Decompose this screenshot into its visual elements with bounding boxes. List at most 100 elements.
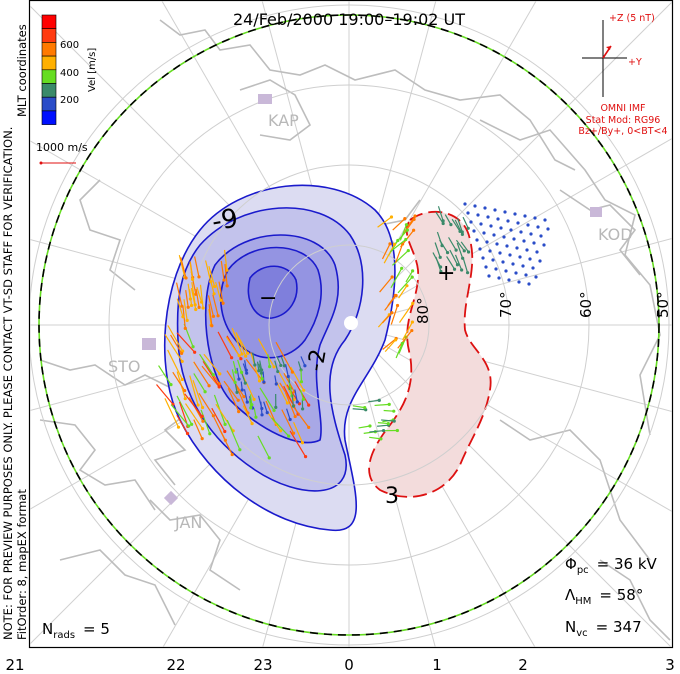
velocity-vector xyxy=(231,327,243,355)
velocity-vector xyxy=(208,304,213,326)
velocity-vector-origin xyxy=(197,305,201,309)
velocity-vector-origin xyxy=(240,388,244,392)
velocity-vector-origin xyxy=(218,372,222,376)
velocity-vector-origin xyxy=(260,413,264,417)
velocity-vector-origin xyxy=(235,390,239,394)
velocity-vector-origin xyxy=(276,369,280,374)
velocity-vector-origin xyxy=(508,253,512,257)
velocity-vector-origin xyxy=(411,301,415,305)
velocity-vector xyxy=(294,389,298,403)
velocity-vector xyxy=(176,414,189,434)
velocity-vector-origin xyxy=(243,381,247,385)
velocity-vector xyxy=(387,295,396,307)
velocity-vector-origin xyxy=(234,370,238,374)
velocity-vector xyxy=(223,380,239,401)
velocity-vector xyxy=(217,331,233,358)
velocity-vector xyxy=(170,334,183,354)
velocity-vector-origin xyxy=(460,230,464,234)
velocity-vector xyxy=(231,369,236,383)
velocity-vector-origin xyxy=(392,419,396,423)
velocity-vector-origin xyxy=(184,276,188,280)
velocity-vector xyxy=(176,395,193,425)
pole-marker xyxy=(344,316,358,330)
velocity-vector xyxy=(392,250,409,266)
velocity-vector-origin xyxy=(466,226,470,230)
velocity-vector-origin xyxy=(191,345,195,349)
velocity-vector-origin xyxy=(509,228,513,232)
latitude-circle xyxy=(108,84,590,566)
station-jan: JAN xyxy=(163,490,202,532)
velocity-vector-origin xyxy=(212,292,216,296)
velocity-vector-origin xyxy=(504,269,508,273)
velocity-vector-origin xyxy=(252,397,256,401)
velocity-vector-origin xyxy=(519,230,523,234)
velocity-vector-origin xyxy=(502,235,506,239)
velocity-vector-origin xyxy=(499,226,503,230)
velocity-vector-origin xyxy=(406,248,410,253)
scale-vector-label: 1000 m/s xyxy=(36,141,88,154)
velocity-vector xyxy=(389,239,407,253)
velocity-vector-origin xyxy=(265,411,269,415)
colorbar-bin xyxy=(41,83,57,98)
velocity-vector-origin xyxy=(230,356,234,360)
velocity-vector-origin xyxy=(488,249,492,253)
velocity-vector-origin xyxy=(201,419,205,423)
imf-y-label: +Y xyxy=(628,57,642,68)
neg-contour-5 xyxy=(247,265,298,319)
velocity-vector xyxy=(257,338,275,368)
velocity-vector xyxy=(435,211,444,224)
velocity-vector xyxy=(395,243,404,264)
velocity-vector xyxy=(405,270,414,283)
velocity-vector-origin xyxy=(287,434,291,438)
velocity-vector xyxy=(293,406,310,428)
velocity-vector-origin xyxy=(267,456,271,460)
velocity-vector xyxy=(352,408,366,411)
latitude-circle xyxy=(268,244,430,406)
velocity-vector-origin xyxy=(539,234,543,238)
velocity-vector xyxy=(369,430,384,433)
velocity-vector xyxy=(393,229,408,246)
pos-contour xyxy=(368,211,492,498)
velocity-vector xyxy=(180,257,187,279)
hm-boundary-latitude: ΛHM = 58° xyxy=(565,586,643,607)
velocity-vector xyxy=(252,352,256,366)
velocity-vector-origin xyxy=(390,275,394,279)
velocity-vector-origin xyxy=(185,318,189,322)
velocity-vector-origin xyxy=(489,224,493,228)
positive-cell xyxy=(368,211,492,498)
velocity-vector-origin xyxy=(368,424,372,428)
svg-text:KOD: KOD xyxy=(598,225,633,244)
velocity-vector-origin xyxy=(405,228,409,232)
velocity-vector-origin xyxy=(496,217,500,221)
velocity-vector-origin xyxy=(303,455,308,459)
mlt-label-3: 3 xyxy=(665,656,675,674)
velocity-vector-origin xyxy=(193,303,197,307)
velocity-vector-origin xyxy=(387,402,391,406)
velocity-vector-origin xyxy=(466,211,470,215)
colorbar-bin xyxy=(41,96,57,112)
velocity-vector-origin xyxy=(199,300,204,304)
coordinate-system-note: MLT coordinates xyxy=(15,24,29,117)
velocity-vector xyxy=(199,353,214,376)
velocity-vector xyxy=(189,375,199,406)
velocity-vector-origin xyxy=(529,232,533,236)
velocity-vector-origin xyxy=(223,438,227,442)
velocity-vector xyxy=(448,237,457,251)
velocity-vector xyxy=(196,287,203,303)
velocity-vector xyxy=(195,288,200,308)
velocity-vector-origin xyxy=(257,369,261,373)
velocity-vector-origin xyxy=(522,239,526,243)
velocity-vector xyxy=(382,338,397,350)
velocity-vector-origin xyxy=(307,403,311,407)
velocity-vector xyxy=(369,436,382,440)
colorbar-bin xyxy=(41,14,57,29)
velocity-vector-origin xyxy=(249,406,253,410)
velocity-vector-origin xyxy=(455,263,460,267)
velocity-vector-origin xyxy=(185,431,190,436)
velocity-vector-origin xyxy=(538,259,542,263)
velocity-vector-origin xyxy=(221,301,225,305)
velocity-vector xyxy=(226,419,241,450)
velocity-vector xyxy=(276,381,288,404)
velocity-vector-origin xyxy=(260,377,264,381)
velocity-vector-origin xyxy=(219,298,223,302)
